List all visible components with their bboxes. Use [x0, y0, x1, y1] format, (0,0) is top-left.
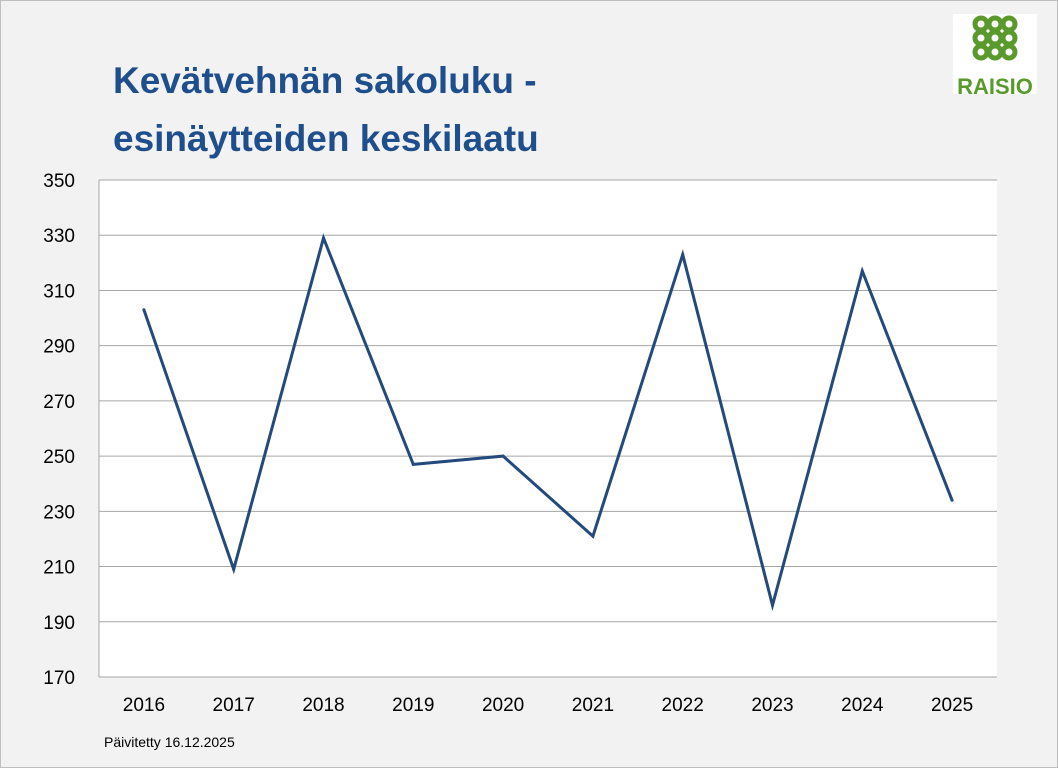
chart-title-line2: esinäytteiden keskilaatu	[113, 118, 539, 159]
raisio-logo-text: RAISIO	[957, 74, 1033, 99]
y-tick-label: 190	[43, 613, 75, 634]
data-point-2023	[771, 603, 774, 607]
x-tick-label: 2021	[572, 695, 614, 716]
chart-title-line1: Kevätvehnän sakoluku -	[113, 60, 537, 101]
y-tick-label: 170	[43, 668, 75, 689]
series-line	[142, 233, 954, 612]
x-tick-label: 2025	[931, 695, 973, 716]
data-point-2022	[681, 253, 685, 257]
data-point-2019	[411, 462, 415, 466]
raisio-logo: RAISIO	[953, 14, 1037, 98]
data-point-2025	[950, 498, 954, 502]
x-tick-label: 2016	[123, 695, 165, 716]
y-tick-label: 270	[43, 392, 75, 413]
x-tick-label: 2023	[751, 695, 793, 716]
y-tick-label: 330	[43, 226, 75, 247]
y-tick-label: 210	[43, 558, 75, 579]
x-tick-label: 2020	[482, 695, 524, 716]
y-tick-label: 310	[43, 281, 75, 302]
y-tick-label: 350	[43, 171, 75, 192]
y-tick-label: 250	[43, 447, 75, 468]
data-point-2016	[142, 308, 146, 312]
plot-area	[99, 180, 997, 677]
x-tick-label: 2019	[392, 695, 434, 716]
data-point-2020	[501, 454, 505, 458]
x-axis-tick-labels: 2016 2017 2018 2019 2020 2021 2022 2023 2024 2025	[123, 695, 973, 716]
data-point-2018	[322, 236, 325, 240]
x-tick-label: 2017	[213, 695, 255, 716]
y-tick-label: 230	[43, 502, 75, 523]
chart-title: Kevätvehnän sakoluku - esinäytteiden kes…	[113, 52, 539, 168]
x-tick-label: 2018	[302, 695, 344, 716]
updated-footnote: Päivitetty 16.12.2025	[104, 734, 235, 750]
raisio-logo-icon	[972, 15, 1018, 61]
x-tick-label: 2022	[662, 695, 704, 716]
data-point-2021	[591, 534, 595, 538]
x-tick-label: 2024	[841, 695, 884, 716]
data-points	[142, 236, 954, 607]
data-point-2017	[232, 567, 236, 571]
data-point-2024	[860, 269, 864, 273]
y-tick-label: 290	[43, 337, 75, 358]
y-axis-tick-labels: 170 190 210 230 250 270 290 310 330 350	[43, 171, 75, 689]
